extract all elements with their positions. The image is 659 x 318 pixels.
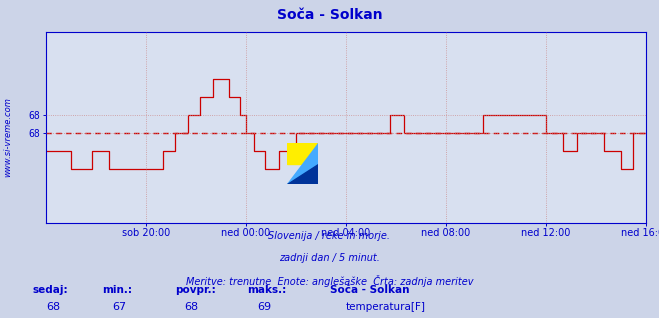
Text: Slovenija / reke in morje.: Slovenija / reke in morje.: [268, 231, 391, 240]
Text: 67: 67: [112, 302, 126, 312]
Text: 68: 68: [185, 302, 198, 312]
Text: Soča - Solkan: Soča - Solkan: [277, 8, 382, 22]
Polygon shape: [287, 143, 318, 164]
Text: Meritve: trenutne  Enote: anglešaške  Črta: zadnja meritev: Meritve: trenutne Enote: anglešaške Črta…: [186, 275, 473, 287]
Polygon shape: [287, 164, 318, 184]
Text: min.:: min.:: [102, 285, 132, 295]
Text: sedaj:: sedaj:: [33, 285, 69, 295]
Text: povpr.:: povpr.:: [175, 285, 215, 295]
Polygon shape: [287, 143, 318, 184]
Text: 69: 69: [257, 302, 271, 312]
Text: 68: 68: [46, 302, 60, 312]
Text: Soča - Solkan: Soča - Solkan: [330, 285, 409, 295]
Text: zadnji dan / 5 minut.: zadnji dan / 5 minut.: [279, 253, 380, 263]
Text: www.si-vreme.com: www.si-vreme.com: [3, 97, 13, 177]
Text: maks.:: maks.:: [247, 285, 287, 295]
Text: temperatura[F]: temperatura[F]: [346, 302, 426, 312]
